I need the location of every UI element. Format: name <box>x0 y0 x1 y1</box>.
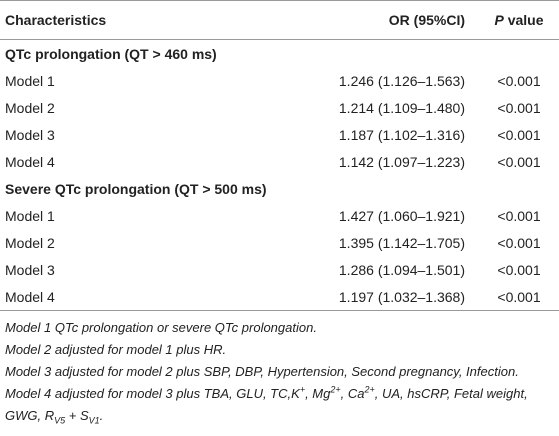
text: , UA, hsCRP, Fetal weight, GWG, R <box>5 386 528 423</box>
header-text: value <box>503 12 544 28</box>
p-cell: <0.001 <box>497 207 541 224</box>
p-cell: <0.001 <box>497 153 541 170</box>
or-cell: 1.286 (1.094–1.501) <box>338 261 465 278</box>
sub: V5 <box>54 415 66 426</box>
model-cell: Model 2 <box>5 234 55 251</box>
model-cell: Model 3 <box>5 126 55 143</box>
sup: + <box>299 384 306 395</box>
data-row: Model 4 1.197 (1.032–1.368) <0.001 <box>0 283 559 311</box>
text: . <box>99 408 104 423</box>
or-cell: 1.427 (1.060–1.921) <box>338 207 465 224</box>
footnote: Model 3 adjusted for model 2 plus SBP, D… <box>5 364 519 379</box>
model-cell: Model 2 <box>5 99 55 116</box>
data-row: Model 2 1.395 (1.142–1.705) <0.001 <box>0 229 559 256</box>
table-body: QTc prolongation (QT > 460 ms) Model 1 1.2… <box>0 40 559 311</box>
text: Model 4 adjusted for model 3 plus TBA, G… <box>5 386 300 401</box>
data-row: Model 4 1.142 (1.097–1.223) <0.001 <box>0 148 559 175</box>
p-cell: <0.001 <box>497 72 541 89</box>
header-italic: P <box>494 12 504 28</box>
data-row: Model 3 1.286 (1.094–1.501) <0.001 <box>0 256 559 283</box>
text: , Ca <box>340 386 365 401</box>
section-row: Severe QTc prolongation (QT > 500 ms) <box>0 175 559 202</box>
header-row: Characteristics OR (95%CI) P value <box>0 0 559 40</box>
sub: V1 <box>88 415 100 426</box>
model-cell: Model 4 <box>0 283 208 311</box>
p-cell: <0.001 <box>479 283 559 311</box>
footnote: Model 2 adjusted for model 1 plus HR. <box>5 342 227 357</box>
header-cell: OR (95%CI) <box>207 0 479 40</box>
section-row: QTc prolongation (QT > 460 ms) <box>0 40 559 68</box>
or-cell: 1.197 (1.032–1.368) <box>207 283 479 311</box>
section-title: Severe QTc prolongation (QT > 500 ms) <box>5 180 267 197</box>
or-cell: 1.395 (1.142–1.705) <box>338 234 465 251</box>
data-row: Model 1 1.427 (1.060–1.921) <0.001 <box>0 202 559 229</box>
model-cell: Model 4 <box>5 153 55 170</box>
data-row: Model 1 1.246 (1.126–1.563) <0.001 <box>0 67 559 94</box>
footnotes: Model 1 QTc prolongation or severe QTc p… <box>0 311 559 427</box>
or-cell: 1.187 (1.102–1.316) <box>338 126 465 143</box>
sup: 2+ <box>364 384 375 395</box>
text: , Mg <box>305 386 331 401</box>
p-cell: <0.001 <box>497 261 541 278</box>
or-cell: 1.214 (1.109–1.480) <box>338 99 465 116</box>
model-cell: Model 1 <box>5 72 55 89</box>
data-row: Model 3 1.187 (1.102–1.316) <0.001 <box>0 121 559 148</box>
footnote: Model 4 adjusted for model 3 plus TBA, G… <box>5 383 554 427</box>
header-cell: Characteristics <box>0 0 208 40</box>
results-table: Characteristics OR (95%CI) P value QTc p… <box>0 0 559 311</box>
sup: 2+ <box>330 384 341 395</box>
model-cell: Model 3 <box>5 261 55 278</box>
p-cell: <0.001 <box>497 99 541 116</box>
p-cell: <0.001 <box>497 234 541 251</box>
or-cell: 1.142 (1.097–1.223) <box>338 153 465 170</box>
or-cell: 1.246 (1.126–1.563) <box>338 72 465 89</box>
p-cell: <0.001 <box>497 126 541 143</box>
model-cell: Model 1 <box>5 207 55 224</box>
footnote: Model 1 QTc prolongation or severe QTc p… <box>5 320 317 335</box>
section-title: QTc prolongation (QT > 460 ms) <box>5 45 217 62</box>
data-row: Model 2 1.214 (1.109–1.480) <0.001 <box>0 94 559 121</box>
text: + S <box>65 408 89 423</box>
header-cell: P value <box>479 0 559 40</box>
